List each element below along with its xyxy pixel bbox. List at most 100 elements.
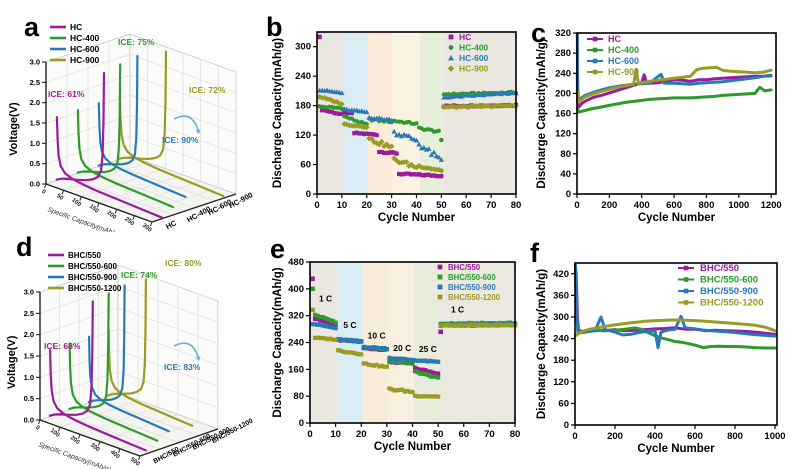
svg-text:HC-600: HC-600 (608, 56, 639, 66)
panel-c-letter: c (531, 18, 547, 48)
svg-text:ICE: 72%: ICE: 72% (189, 85, 226, 95)
svg-text:120: 120 (555, 129, 571, 140)
svg-text:320: 320 (288, 311, 304, 322)
svg-text:BHC/550-900: BHC/550-900 (448, 283, 496, 292)
svg-text:240: 240 (295, 71, 311, 82)
svg-text:400: 400 (288, 284, 304, 295)
svg-text:HC-400: HC-400 (459, 43, 489, 53)
svg-text:40: 40 (411, 200, 422, 211)
svg-text:70: 70 (484, 429, 495, 440)
svg-text:240: 240 (288, 338, 304, 349)
svg-text:0: 0 (566, 189, 571, 200)
svg-text:ICE: 75%: ICE: 75% (118, 37, 155, 47)
svg-text:0.0: 0.0 (30, 180, 40, 189)
svg-text:250: 250 (123, 216, 135, 227)
svg-text:60: 60 (458, 429, 469, 440)
svg-text:160: 160 (288, 364, 304, 375)
panel-d: d 0.0 0.5 1.0 1.5 2.0 2.5 3.0 0 100 200 300 400 500 B… (0, 232, 265, 469)
svg-text:320: 320 (555, 28, 571, 39)
svg-text:3.0: 3.0 (30, 58, 40, 67)
svg-text:10: 10 (337, 200, 348, 211)
svg-text:HC-600: HC-600 (459, 53, 489, 63)
panel-f-chart: 0 200 400 600 800 1000 0 60 120 180 240 300 360 420 Cy… (536, 262, 786, 455)
svg-text:Cycle Number: Cycle Number (637, 443, 715, 455)
svg-text:Discharge Capacity(mAh/g): Discharge Capacity(mAh/g) (272, 38, 284, 188)
svg-text:0: 0 (574, 200, 579, 211)
svg-text:1.0: 1.0 (24, 373, 34, 382)
svg-text:400: 400 (647, 431, 663, 442)
panel-d-chart: 0.0 0.5 1.0 1.5 2.0 2.5 3.0 0 100 200 300 400 500 BHC… (6, 251, 254, 469)
svg-text:1.5: 1.5 (24, 352, 34, 361)
panel-d-letter: d (16, 232, 33, 262)
svg-text:180: 180 (553, 355, 569, 366)
svg-text:BHC/550-900: BHC/550-900 (68, 273, 117, 282)
svg-text:BHC/550-900: BHC/550-900 (700, 286, 758, 297)
svg-text:0: 0 (572, 431, 577, 442)
svg-text:0: 0 (307, 429, 312, 440)
svg-text:0: 0 (40, 189, 47, 196)
svg-text:200: 200 (106, 210, 118, 221)
svg-text:HC: HC (608, 34, 621, 44)
svg-text:240: 240 (555, 68, 571, 79)
svg-text:HC: HC (70, 22, 82, 32)
svg-text:BHC/550-600: BHC/550-600 (700, 275, 758, 286)
svg-text:ICE: 80%: ICE: 80% (165, 258, 202, 268)
svg-text:HC-400: HC-400 (608, 45, 639, 55)
svg-text:Voltage(V): Voltage(V) (6, 335, 18, 389)
svg-text:25 C: 25 C (419, 344, 437, 354)
svg-text:2.0: 2.0 (24, 330, 34, 339)
svg-text:120: 120 (295, 130, 311, 141)
svg-text:30: 30 (386, 200, 397, 211)
panel-f-letter: f (530, 238, 539, 268)
svg-text:120: 120 (553, 377, 569, 388)
svg-text:5 C: 5 C (343, 320, 356, 330)
svg-text:100: 100 (70, 197, 82, 208)
svg-text:800: 800 (727, 431, 743, 442)
svg-text:0.5: 0.5 (30, 159, 40, 168)
svg-text:400: 400 (109, 449, 121, 460)
svg-text:2.5: 2.5 (24, 309, 34, 318)
panel-a: a 0.0 0.5 1.0 1.5 2.0 2.5 3.0 0 50 100 150 200 250 30… (0, 0, 265, 233)
svg-text:HC-400: HC-400 (70, 33, 100, 43)
svg-text:800: 800 (699, 200, 715, 211)
svg-text:10 C: 10 C (368, 330, 386, 340)
svg-text:150: 150 (88, 204, 100, 215)
svg-text:80: 80 (511, 200, 522, 211)
svg-text:Cycle Number: Cycle Number (378, 212, 456, 224)
svg-text:BHC/550-600: BHC/550-600 (448, 273, 496, 282)
svg-text:BHC/550: BHC/550 (68, 251, 101, 260)
svg-text:280: 280 (555, 48, 571, 59)
svg-text:60: 60 (558, 398, 569, 409)
svg-text:600: 600 (666, 200, 682, 211)
svg-text:20: 20 (361, 200, 372, 211)
svg-text:0.5: 0.5 (24, 394, 34, 403)
panel-a-chart: 0.0 0.5 1.0 1.5 2.0 2.5 3.0 0 50 100 150 200 250 300 H… (8, 22, 254, 232)
svg-text:50: 50 (433, 429, 444, 440)
svg-text:BHC/550: BHC/550 (700, 263, 739, 274)
svg-text:50: 50 (55, 193, 64, 202)
svg-text:80: 80 (293, 391, 304, 402)
svg-text:HC: HC (459, 32, 471, 42)
svg-text:2.5: 2.5 (30, 78, 40, 87)
svg-text:0.0: 0.0 (24, 416, 34, 425)
svg-text:ICE: 90%: ICE: 90% (162, 135, 199, 145)
svg-text:240: 240 (553, 334, 569, 345)
svg-text:ICE: 68%: ICE: 68% (44, 341, 81, 351)
svg-text:1.0: 1.0 (30, 139, 40, 148)
svg-text:300: 300 (141, 223, 153, 232)
svg-text:1.5: 1.5 (30, 119, 40, 128)
svg-text:420: 420 (553, 269, 569, 280)
svg-text:30: 30 (382, 429, 393, 440)
svg-text:60: 60 (300, 160, 311, 171)
svg-text:500: 500 (129, 457, 141, 468)
svg-text:HC-900: HC-900 (459, 64, 489, 74)
svg-text:40: 40 (407, 429, 418, 440)
svg-text:ICE: 83%: ICE: 83% (164, 362, 201, 372)
svg-text:200: 200 (555, 88, 571, 99)
svg-text:1000: 1000 (764, 431, 785, 442)
svg-text:ICE: 61%: ICE: 61% (48, 89, 85, 99)
svg-text:Cycle Number: Cycle Number (374, 441, 452, 453)
svg-text:20: 20 (356, 429, 367, 440)
svg-text:200: 200 (607, 431, 623, 442)
svg-text:1 C: 1 C (319, 294, 332, 304)
